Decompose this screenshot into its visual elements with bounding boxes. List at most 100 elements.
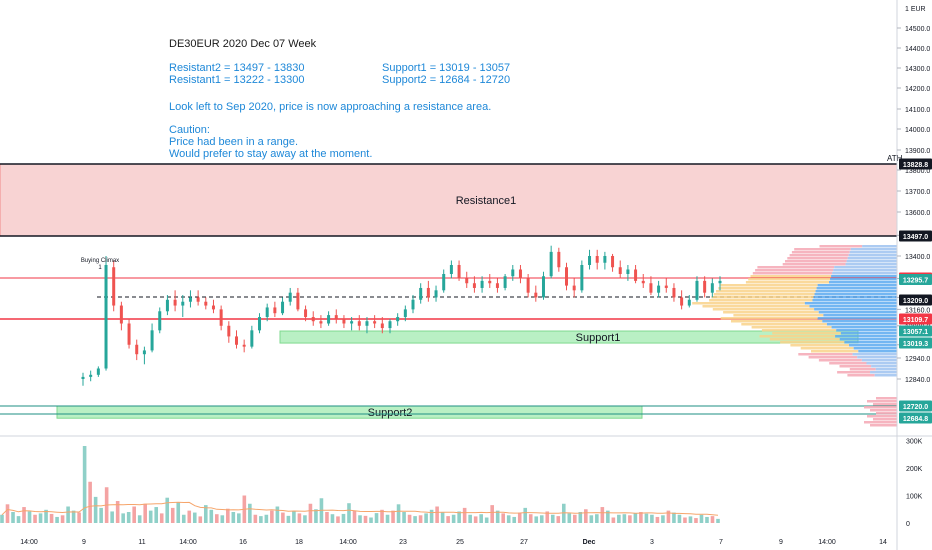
volume-profile-bar-up [748,278,831,281]
price-badge [899,337,932,349]
candle-body [204,301,208,306]
volume-profile-bar-down [818,311,897,314]
volume-profile-bar-up [723,311,819,314]
candle-body [695,280,699,300]
price-tick-label: 13800.0 [905,168,930,175]
time-tick-label: 14 [879,539,887,546]
volume-bar [716,518,720,523]
volume-profile-bar-up [772,332,841,335]
candle-body [311,317,315,322]
volume-bar [490,505,494,523]
candle-body [457,264,461,279]
volume-profile-bar-down [815,290,897,293]
candle-body [503,276,507,288]
candle-body [342,318,346,324]
volume-bar [314,509,318,523]
volume-profile-bar-low [873,418,897,421]
volume-bar [71,510,76,523]
volume-bar [248,503,252,523]
volume-profile-bar-down [817,284,897,287]
volume-bar [231,512,236,523]
volume-profile-bar-down [831,326,897,329]
candle-body [388,321,392,329]
candle-body [112,267,116,306]
volume-bar [60,515,65,523]
price-tick-label: 13600.0 [905,210,930,217]
volume-profile-bar-up [794,248,851,251]
price-tick-label: 12840.0 [905,377,930,384]
volume-profile-bar-down [816,287,897,290]
candle-body [611,256,615,268]
time-tick-label: 14:00 [339,539,357,546]
volume-bar [358,515,362,523]
volume-bar [286,515,291,523]
candle-body [304,309,308,318]
volume-profile-bar-up [790,344,850,347]
volume-bar [512,516,517,523]
candle-body [119,305,123,324]
candle-body [96,368,100,375]
volume-profile-bar-up [731,320,823,323]
candle-body [89,374,93,377]
volume-profile-bar-up [761,329,837,332]
volume-profile-bar-up [829,362,867,365]
candle-body [465,278,469,284]
volume-profile-bar-down [809,305,897,308]
price-badge [899,294,932,306]
candle-body [426,287,430,298]
volume-bar [143,503,147,523]
volume-bar [275,506,280,523]
candle-body [680,297,684,306]
time-tick-label: 11 [138,539,145,546]
volume-bar [600,507,605,523]
volume-profile-bar-up [780,341,845,344]
volume-bar [628,515,632,523]
candle-body [327,315,331,324]
price-badge-label: 13019.3 [903,341,928,348]
volume-profile-bar-down [857,356,897,359]
volume-bar [468,514,472,523]
volume-bar [165,497,170,523]
candle-body [511,269,515,277]
price-tick-label: 13400.0 [905,254,930,261]
volume-bar [33,514,37,523]
volume-profile-bar-up [716,290,816,293]
price-badge [899,400,932,412]
candle-body [373,321,377,324]
volume-bar [710,516,715,523]
candle-body [565,267,569,286]
volume-profile-bar-down [830,278,897,281]
volume-bar [170,507,175,523]
volume-bar [418,515,423,523]
candle-body [81,376,85,379]
candle-body [188,297,192,302]
volume-profile-bar-low [867,415,897,418]
volume-bar [451,514,456,523]
volume-bar [385,514,390,523]
volume-profile-bar-up [713,293,815,296]
volume-profile-bar-down [866,362,897,365]
candle-body [173,299,177,306]
volume-bar [550,514,555,523]
volume-bar [457,511,461,523]
price-badge-label: 13057.1 [903,329,928,336]
note-resistant2: Resistant2 = 13497 - 13830 [169,62,305,74]
volume-bar [528,514,533,523]
volume-bar [226,508,230,523]
candle-body [211,305,215,310]
volume-profile-bar-up [837,371,871,374]
candle-body [449,264,453,274]
volume-profile-bar-up [785,260,847,263]
volume-profile-bar-up [818,359,862,362]
volume-bar [655,516,660,523]
volume-profile-bar-down [874,374,897,377]
volume-bar [473,516,478,523]
candle-body [258,317,262,331]
volume-bar [567,513,572,523]
candle-body [618,267,622,274]
buying-climax-label: Buying Climax [81,258,119,264]
volume-profile-bar-down [875,368,897,371]
candle-body [104,264,108,369]
volume-bar [589,515,594,523]
